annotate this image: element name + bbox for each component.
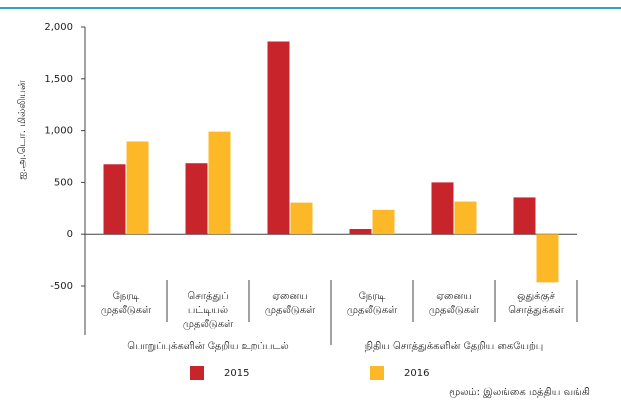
- bar: [513, 197, 536, 235]
- x-tick-label: நேரடி: [359, 291, 386, 302]
- y-tick-label: -500: [50, 281, 73, 292]
- y-tick-label: 500: [54, 177, 73, 188]
- bar: [536, 234, 559, 283]
- x-tick-label: சொத்துக்கள்: [508, 305, 564, 316]
- x-tick-label: முதலீடுகள்: [347, 305, 397, 316]
- group-label: பொறுப்புக்களின் தேறிய உறப்படல்: [127, 341, 288, 352]
- bar: [126, 141, 149, 235]
- bar: [290, 202, 313, 235]
- bar: [372, 209, 395, 235]
- bar: [103, 164, 126, 235]
- bar: [208, 131, 231, 235]
- bar: [185, 163, 208, 235]
- y-axis-label: ஐ.அ.டொ. மில்லியன்: [17, 80, 28, 180]
- legend-label: 2016: [404, 368, 429, 379]
- legend-label: 2015: [224, 368, 249, 379]
- y-tick-label: 1,500: [44, 74, 73, 85]
- x-tick-label: நேரடி: [113, 291, 140, 302]
- bar: [349, 229, 372, 235]
- x-tick-label: ஒதுக்குச்: [517, 291, 555, 303]
- bar: [431, 182, 454, 235]
- bar: [267, 41, 290, 235]
- group-label: நிதிய சொத்துக்களின் தேறிய கையேற்பு: [365, 341, 543, 352]
- bar: [454, 201, 477, 235]
- x-tick-label: ஏனைய: [436, 291, 472, 302]
- x-tick-label: சொத்துப்: [187, 291, 228, 302]
- x-tick-label: முதலீடுகள்: [101, 305, 151, 316]
- x-tick-label: ஏனைய: [272, 291, 308, 302]
- x-tick-label: முதலீடுகள்: [265, 305, 315, 316]
- legend-swatch: [370, 366, 384, 380]
- y-tick-label: 2,000: [44, 22, 73, 33]
- x-tick-label: முதலீடுகள்: [429, 305, 479, 316]
- x-tick-label: முதலீடுகள்: [183, 319, 233, 330]
- source: மூலம்: இலங்கை மத்திய வங்கி: [449, 387, 590, 398]
- x-tick-label: பட்டியல்: [188, 305, 228, 316]
- y-tick-label: 0: [67, 229, 73, 240]
- y-tick-label: 1,000: [44, 126, 73, 137]
- legend-swatch: [190, 366, 204, 380]
